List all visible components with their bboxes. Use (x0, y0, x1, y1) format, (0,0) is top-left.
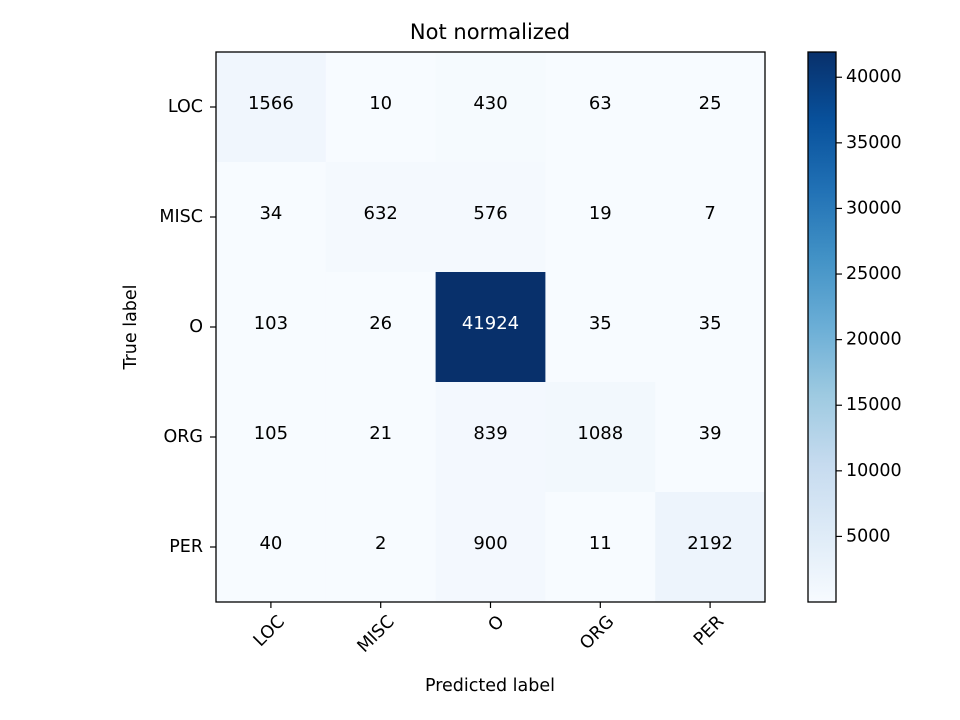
y-tick-label: O (189, 317, 203, 337)
heatmap-cell (216, 492, 327, 603)
heatmap-cell (216, 52, 327, 163)
heatmap-cell (435, 162, 546, 273)
cell-value-label: 2 (375, 533, 386, 554)
heatmap-cell (325, 162, 437, 273)
cell-value-label: 40 (259, 533, 282, 554)
colorbar-tick-label: 10000 (846, 461, 902, 481)
cell-value-label: 41924 (462, 313, 519, 334)
heatmap-value-labels: 1566 10 430 63 25 34 632 576 19 7 103 26 41924 35 35 10… (248, 93, 733, 554)
cell-value-label: 35 (589, 313, 612, 334)
heatmap-cell (435, 52, 546, 163)
x-tick-label: LOC (250, 612, 289, 651)
heatmap-cell (655, 272, 766, 383)
cell-value-label: 105 (254, 423, 288, 444)
cell-value-label: 632 (364, 203, 398, 224)
heatmap-cell (325, 382, 437, 493)
heatmap-cells (216, 52, 766, 603)
heatmap-cell (216, 382, 327, 493)
cell-value-label: 7 (704, 203, 715, 224)
x-tick-label: MISC (354, 612, 399, 657)
cell-value-label: 1566 (248, 93, 294, 114)
heatmap-cell (655, 162, 766, 273)
cell-value-label: 839 (473, 423, 507, 444)
colorbar-frame (807, 51, 837, 603)
heatmap-cell (216, 162, 327, 273)
x-axis-label: Predicted label (425, 676, 555, 696)
colorbar-tick-label: 15000 (846, 395, 902, 415)
cell-value-label: 39 (699, 423, 722, 444)
heatmap-cell (435, 382, 546, 493)
colorbar-tick-label: 30000 (846, 198, 902, 218)
heatmap-cell (545, 272, 656, 383)
y-axis-ticks: LOC MISC O ORG PER (159, 97, 216, 557)
heatmap-cell (545, 382, 656, 493)
cell-value-label: 430 (473, 93, 507, 114)
colorbar (808, 52, 836, 602)
y-axis-label: True label (121, 284, 141, 370)
heatmap-cell (655, 492, 766, 603)
cell-value-label: 10 (369, 93, 392, 114)
cell-value-label: 900 (473, 533, 507, 554)
heatmap-cell (325, 272, 437, 383)
cell-value-label: 103 (254, 313, 288, 334)
x-tick-label: PER (690, 612, 728, 650)
heatmap-cell (216, 272, 327, 383)
y-tick-label: LOC (168, 97, 203, 117)
colorbar-tick-label: 40000 (846, 67, 902, 87)
colorbar-tick-label: 20000 (846, 330, 902, 350)
cell-value-label: 19 (589, 203, 612, 224)
cell-value-label: 2192 (687, 533, 733, 554)
colorbar-tick-label: 5000 (846, 526, 891, 546)
heatmap-cell (655, 382, 766, 493)
x-axis-ticks: LOC MISC O ORG PER (250, 602, 728, 657)
colorbar-tick-label: 35000 (846, 133, 902, 153)
y-tick-label: MISC (159, 207, 203, 227)
heatmap-cell (325, 52, 437, 163)
y-tick-label: ORG (164, 427, 204, 447)
cell-value-label: 576 (473, 203, 507, 224)
heatmap-cell (545, 52, 656, 163)
cell-value-label: 34 (259, 203, 282, 224)
heatmap-cell (655, 52, 766, 163)
x-tick-label: ORG (576, 612, 618, 654)
y-tick-label: PER (169, 537, 203, 557)
heatmap-cell (545, 492, 656, 603)
heatmap-cell (435, 492, 546, 603)
cell-value-label: 21 (369, 423, 392, 444)
cell-value-label: 25 (699, 93, 722, 114)
heatmap-cell (435, 272, 546, 383)
cell-value-label: 35 (699, 313, 722, 334)
x-tick-label: O (485, 612, 509, 636)
cell-value-label: 1088 (577, 423, 623, 444)
cell-value-label: 11 (589, 533, 612, 554)
cell-value-label: 63 (589, 93, 612, 114)
colorbar-ticks: 5000 10000 15000 20000 25000 30000 35000 40000 (836, 67, 902, 546)
heatmap-cell (325, 492, 437, 603)
chart-title: Not normalized (410, 20, 570, 44)
cell-value-label: 26 (369, 313, 392, 334)
colorbar-tick-label: 25000 (846, 264, 902, 284)
heatmap-cell (545, 162, 656, 273)
